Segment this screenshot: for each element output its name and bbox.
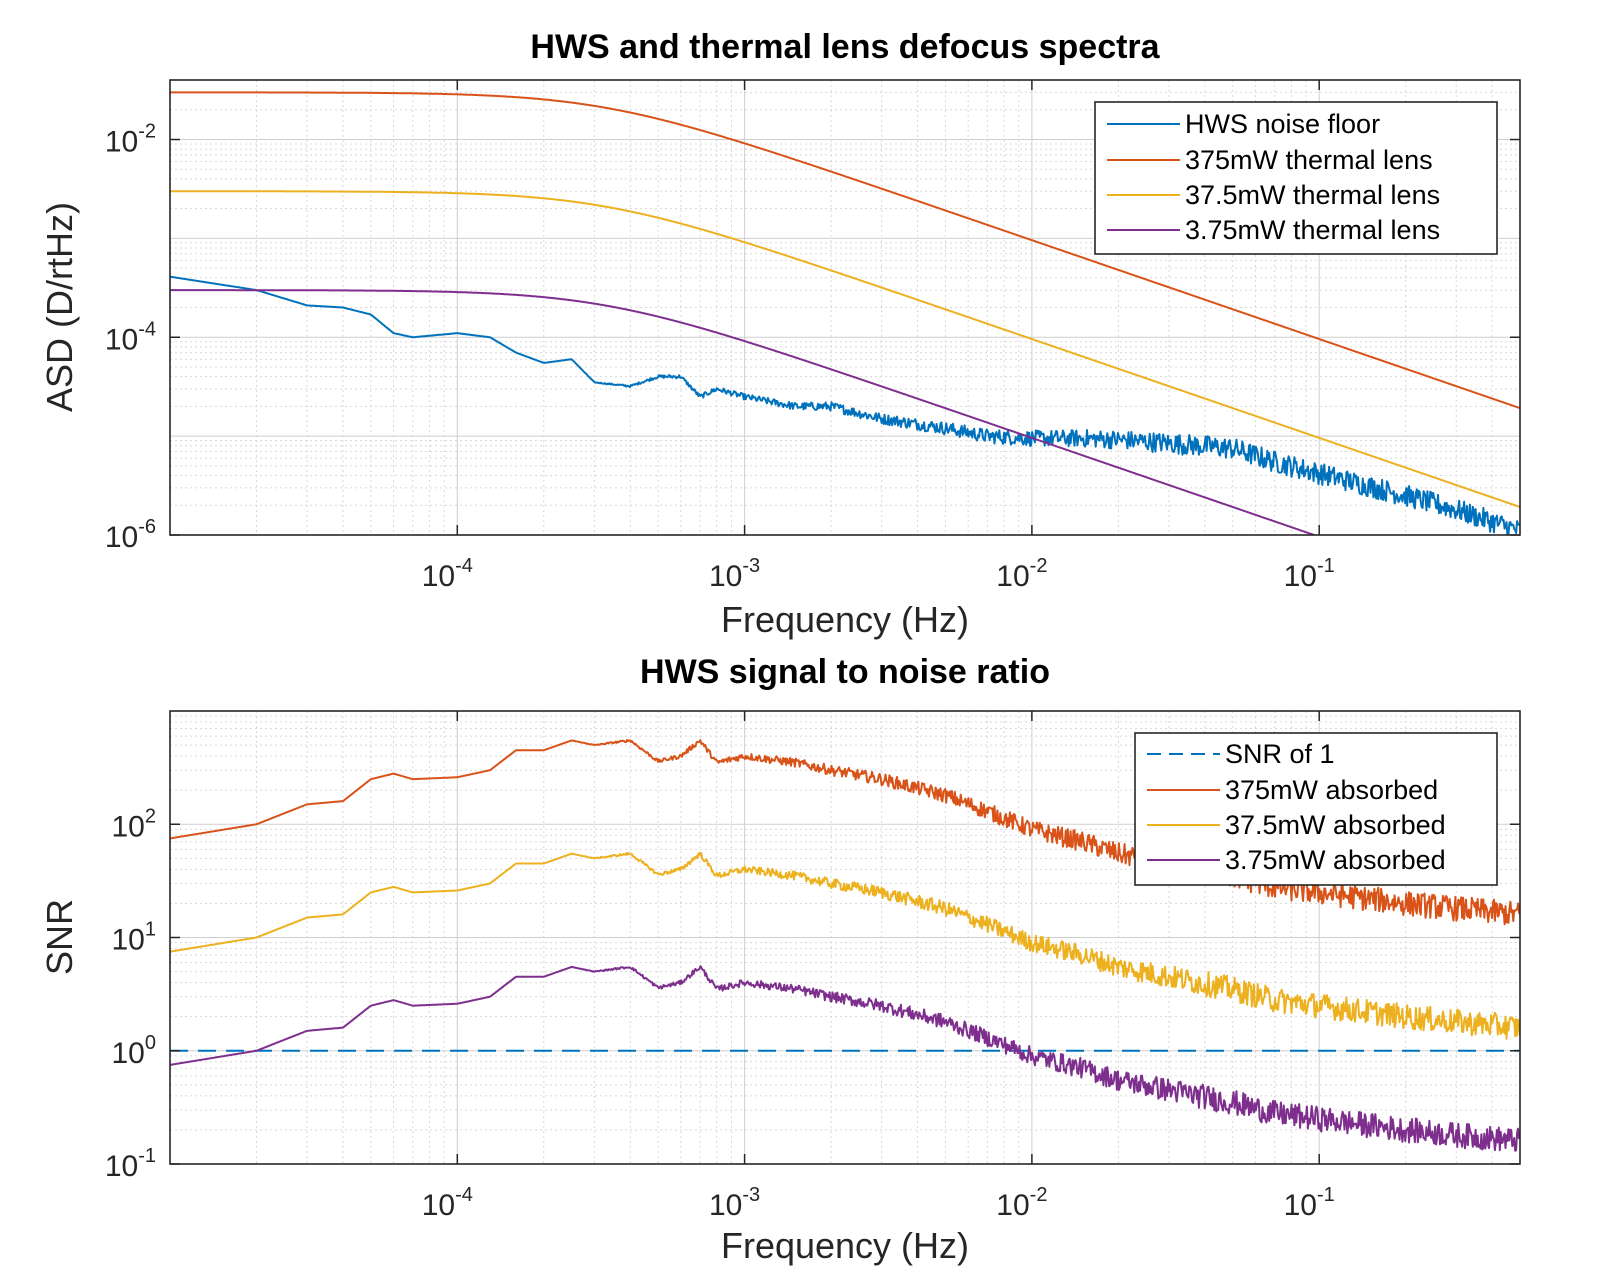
series-line-3 <box>170 289 1318 535</box>
x-tick-label: 10-2 <box>996 1184 1047 1222</box>
x-tick-label: 10-3 <box>709 555 760 593</box>
series-line-1 <box>170 739 1520 926</box>
top-chart-frame <box>169 79 1521 536</box>
x-tick-label: 10-3 <box>709 1184 760 1222</box>
y-tick-label: 102 <box>112 805 157 843</box>
y-tick-label: 10-4 <box>105 318 156 356</box>
y-tick-label: 10-2 <box>105 121 156 159</box>
bottom-chart-legend: SNR of 1 375mW absorbed 37.5mW absorbed … <box>1134 732 1498 886</box>
series-line-3 <box>170 965 1520 1152</box>
top-chart: HWS and thermal lens defocus spectra 10-… <box>39 28 1521 640</box>
y-tick-label: 10-1 <box>105 1145 156 1183</box>
bottom-chart-title: HWS signal to noise ratio <box>640 653 1050 691</box>
top-chart-title: HWS and thermal lens defocus spectra <box>530 28 1160 66</box>
bottom-chart-ylabel: SNR <box>39 899 80 975</box>
bottom-chart: HWS signal to noise ratio 10-4 10-3 10-2 10… <box>39 653 1521 1266</box>
series-line-2 <box>170 190 1520 508</box>
top-chart-xlabel: Frequency (Hz) <box>721 599 969 640</box>
bottom-legend-label-snr1: SNR of 1 <box>1225 739 1335 769</box>
top-chart-series <box>170 91 1520 535</box>
x-tick-label: 10-1 <box>1284 555 1335 593</box>
x-tick-label: 10-2 <box>996 555 1047 593</box>
bottom-chart-series <box>170 739 1520 1152</box>
top-legend-box <box>1094 101 1498 255</box>
top-chart-ticks: 10-4 10-3 10-2 10-1 10-2 10-4 10-6 <box>105 80 1520 593</box>
bottom-chart-xlabel: Frequency (Hz) <box>721 1225 969 1266</box>
bottom-legend-box <box>1134 732 1498 886</box>
y-tick-label: 10-6 <box>105 516 156 554</box>
y-tick-label: 100 <box>112 1032 157 1070</box>
series-line-0 <box>170 275 1520 535</box>
series-line-2 <box>170 852 1520 1040</box>
top-legend-label-375: 375mW thermal lens <box>1185 145 1433 175</box>
bottom-chart-ticks: 10-4 10-3 10-2 10-1 102 101 100 10-1 <box>105 711 1520 1222</box>
x-tick-label: 10-4 <box>422 1184 473 1222</box>
series-line-1 <box>170 91 1520 410</box>
bottom-legend-label-375: 375mW absorbed <box>1225 775 1438 805</box>
top-legend-label-hws: HWS noise floor <box>1185 109 1380 139</box>
top-chart-legend: HWS noise floor 375mW thermal lens 37.5m… <box>1094 101 1498 255</box>
top-legend-label-37-5: 37.5mW thermal lens <box>1185 180 1440 210</box>
top-legend-label-3-75: 3.75mW thermal lens <box>1185 215 1440 245</box>
bottom-legend-label-37-5: 37.5mW absorbed <box>1225 810 1446 840</box>
x-tick-label: 10-1 <box>1284 1184 1335 1222</box>
y-tick-label: 101 <box>112 919 157 957</box>
top-chart-ylabel: ASD (D/rtHz) <box>39 202 80 412</box>
bottom-legend-label-3-75: 3.75mW absorbed <box>1225 845 1446 875</box>
x-tick-label: 10-4 <box>422 555 473 593</box>
